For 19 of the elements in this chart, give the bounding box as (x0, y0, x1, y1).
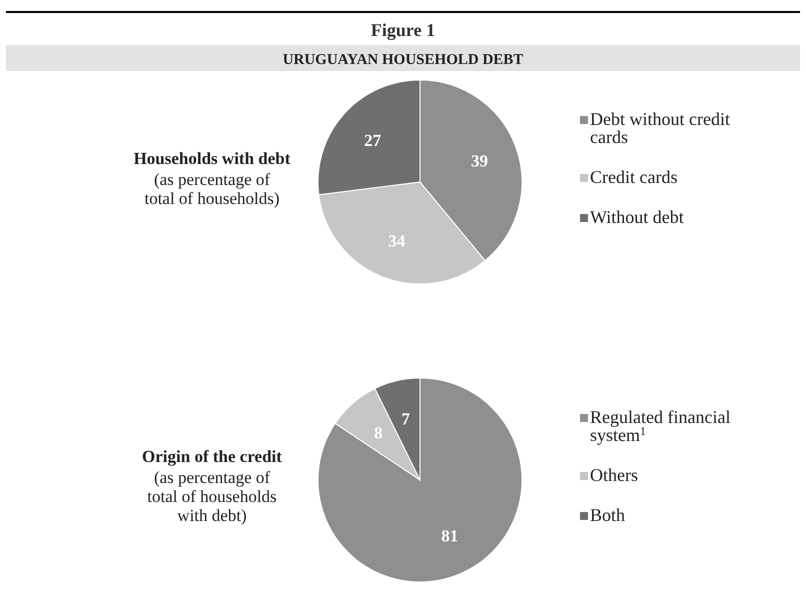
legend-label: Others (590, 465, 638, 485)
text: Origin of the credit (142, 447, 282, 466)
text: (as percentage of total of households with debt) (147, 468, 277, 525)
data-label: 7 (401, 409, 410, 428)
legend-label: Credit cards (590, 167, 678, 187)
text: Households with debt (134, 149, 291, 168)
data-label: 39 (471, 152, 488, 171)
legend-label: Both (590, 505, 626, 525)
text: (as percentage of total of households) (144, 170, 280, 208)
text: URUGUAYAN HOUSEHOLD DEBT (282, 52, 524, 68)
legend-label: Regulated financial system$^{1}$ (590, 407, 730, 445)
data-label: 8 (374, 423, 383, 442)
data-label: 27 (364, 131, 382, 150)
legend-label: Debt without credit cards (590, 109, 730, 147)
data-label: 81 (441, 526, 458, 546)
legend-label: Without debt (590, 207, 684, 227)
caption: Figure 1 (370, 20, 436, 40)
pie-slice (318, 378, 522, 582)
data-label: 34 (388, 232, 406, 251)
